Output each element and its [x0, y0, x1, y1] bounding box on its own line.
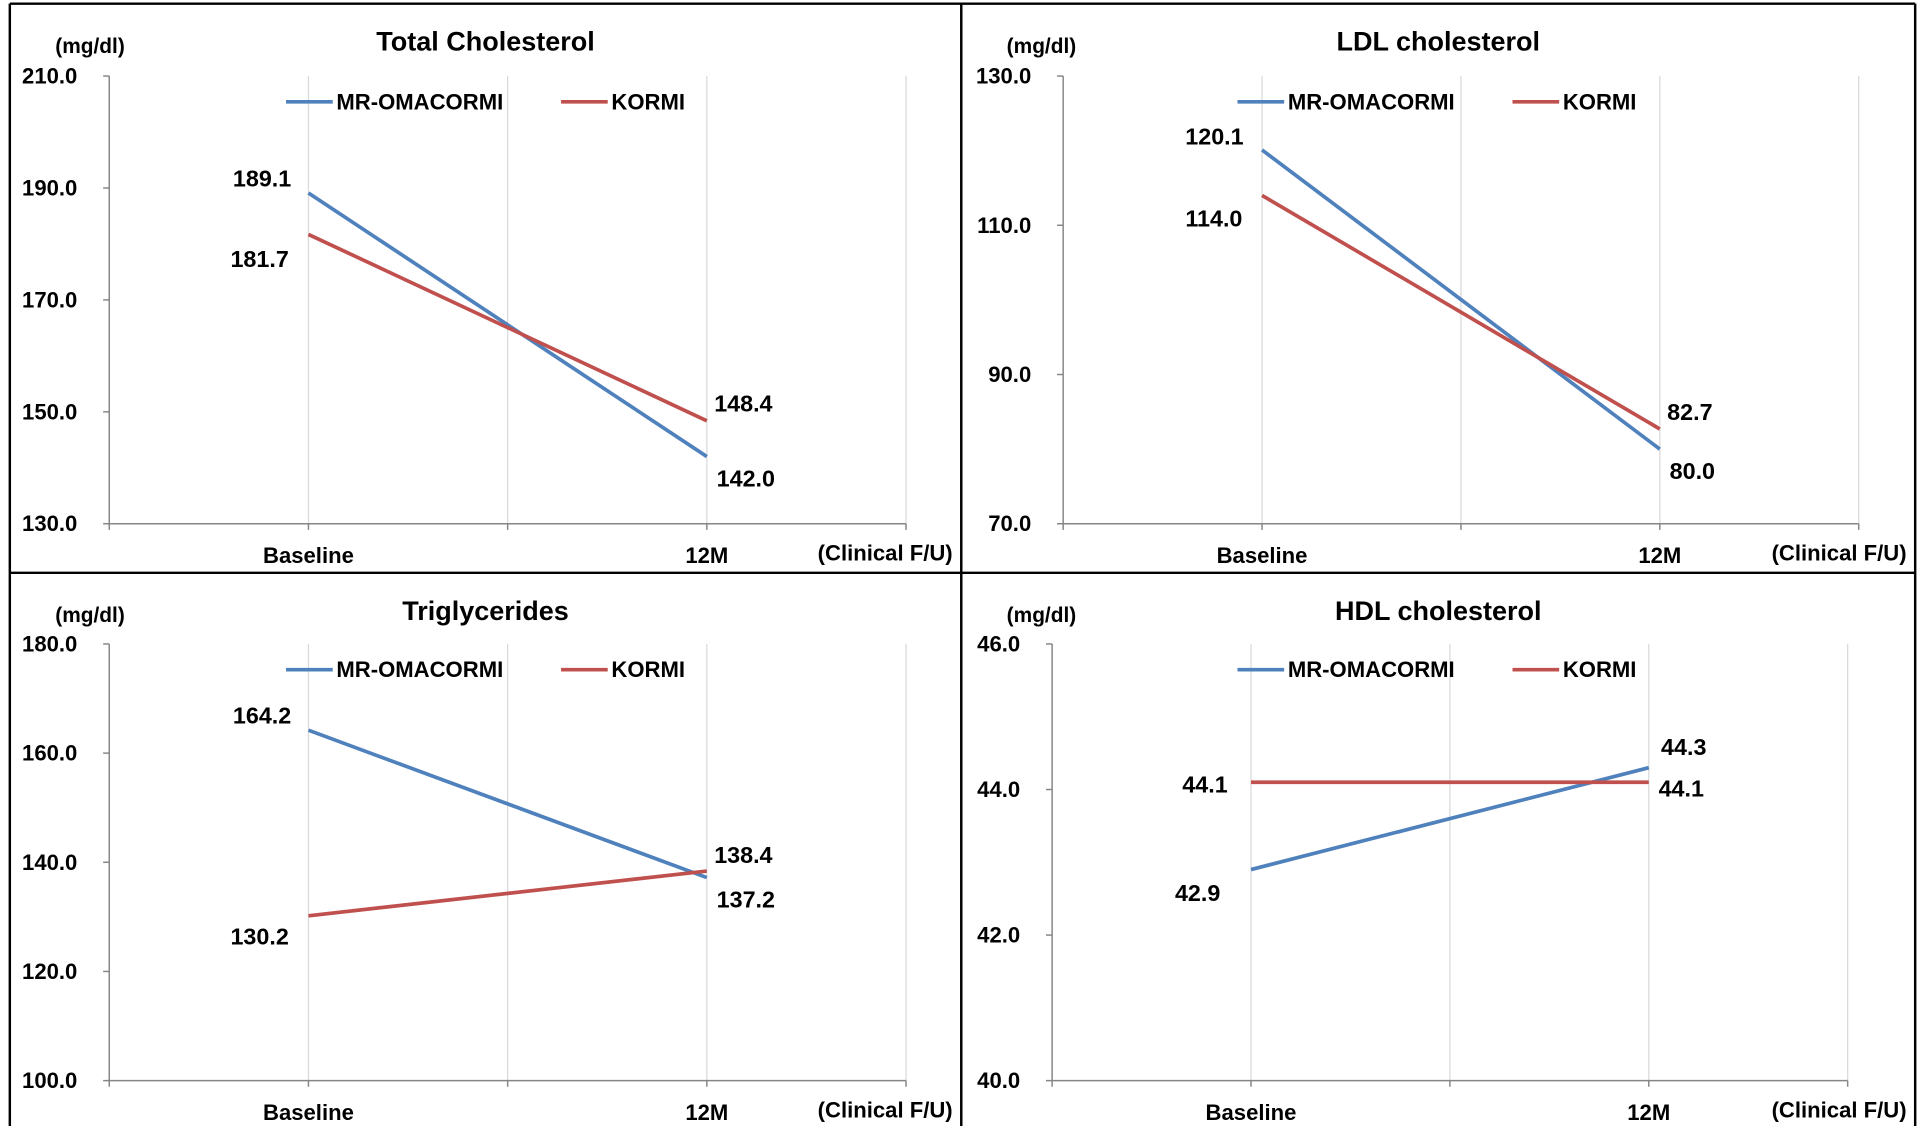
data-label-mr-omacormi: 137.2 — [717, 887, 775, 913]
y-tick-label: 140.0 — [22, 850, 77, 875]
y-tick-label: 120.0 — [22, 959, 77, 984]
y-tick-label: 210.0 — [22, 64, 77, 89]
y-tick-label: 70.0 — [988, 511, 1031, 536]
data-label-mr-omacormi: 189.1 — [233, 165, 291, 191]
data-label-kormi: 181.7 — [230, 246, 288, 272]
series-line-kormi — [307, 232, 708, 423]
legend-label-mr-omacormi: MR-OMACORMI — [336, 657, 503, 682]
chart-ldl-cholesterol: 130.0 110.0 90.0 70.0 LDL cholesterol (mg/dl)… — [976, 27, 1907, 568]
legend-label-kormi: KORMI — [1563, 89, 1637, 114]
series-line-kormi — [308, 869, 708, 918]
panel-borders — [8, 2, 1917, 1126]
y-axis-unit-label: (mg/dl) — [55, 604, 125, 627]
data-label-mr-omacormi: 164.2 — [233, 702, 291, 728]
data-label-kormi: 138.4 — [714, 842, 772, 868]
legend-label-mr-omacormi: MR-OMACORMI — [336, 89, 503, 114]
y-axis-unit-label: (mg/dl) — [1007, 35, 1077, 58]
chart-title: Total Cholesterol — [376, 27, 595, 57]
y-tick-label: 100.0 — [22, 1068, 77, 1093]
chart-title: LDL cholesterol — [1336, 27, 1540, 57]
y-tick-label: 170.0 — [22, 287, 77, 312]
y-axis-unit-label: (mg/dl) — [55, 35, 125, 58]
data-label-mr-omacormi: 44.3 — [1661, 734, 1706, 760]
legend-label-mr-omacormi: MR-OMACORMI — [1288, 89, 1455, 114]
x-category-label: 12M — [685, 1100, 728, 1125]
legend-label-kormi: KORMI — [1563, 657, 1637, 682]
y-tick-label: 42.0 — [977, 923, 1020, 948]
x-axis-label: (Clinical F/U) — [1772, 541, 1907, 566]
y-tick-label: 130.0 — [976, 64, 1031, 89]
chart-total-cholesterol: 210.0 190.0 170.0 150.0 130.0 Total Cholester… — [22, 27, 953, 568]
legend-label-mr-omacormi: MR-OMACORMI — [1288, 657, 1455, 682]
data-label-mr-omacormi: 80.0 — [1670, 458, 1715, 484]
y-tick-label: 180.0 — [22, 631, 77, 656]
legend-label-kormi: KORMI — [611, 89, 685, 114]
y-tick-label: 90.0 — [988, 362, 1031, 387]
series-line-mr-omacormi — [1260, 148, 1661, 451]
data-label-mr-omacormi: 42.9 — [1175, 880, 1220, 906]
chart-hdl-cholesterol: 46.0 44.0 42.0 40.0 HDL cholesterol (mg/dl) Ba… — [977, 596, 1906, 1125]
x-axis-label: (Clinical F/U) — [818, 1098, 953, 1123]
x-category-label: Baseline — [1206, 1100, 1297, 1125]
data-label-kormi: 148.4 — [714, 391, 772, 417]
x-category-label: 12M — [685, 543, 728, 568]
data-label-kormi: 130.2 — [230, 924, 288, 950]
x-axis-label: (Clinical F/U) — [818, 541, 953, 566]
y-tick-label: 110.0 — [977, 213, 1031, 238]
y-tick-label: 150.0 — [22, 399, 77, 424]
x-category-label: 12M — [1638, 543, 1681, 568]
y-axis-unit-label: (mg/dl) — [1007, 604, 1077, 627]
series-line-mr-omacormi — [307, 728, 708, 880]
x-axis-label: (Clinical F/U) — [1772, 1098, 1907, 1123]
x-category-label: 12M — [1627, 1100, 1670, 1125]
y-tick-label: 46.0 — [977, 631, 1020, 656]
y-tick-label: 130.0 — [22, 511, 77, 536]
y-tick-label: 160.0 — [22, 741, 77, 766]
legend-label-kormi: KORMI — [611, 657, 685, 682]
y-tick-label: 44.0 — [977, 777, 1020, 802]
chart-title: HDL cholesterol — [1335, 596, 1542, 626]
series-line-mr-omacormi — [307, 191, 708, 459]
x-category-label: Baseline — [263, 543, 354, 568]
chart-triglycerides: 180.0 160.0 140.0 120.0 100.0 Triglycerides (m… — [22, 596, 953, 1125]
series-line-mr-omacormi — [1250, 765, 1650, 872]
chart-title: Triglycerides — [402, 596, 569, 626]
data-label-kormi: 44.1 — [1659, 775, 1704, 801]
x-category-label: Baseline — [263, 1100, 354, 1125]
data-label-kormi: 82.7 — [1667, 399, 1712, 425]
data-label-kormi: 44.1 — [1182, 772, 1227, 798]
data-label-kormi: 114.0 — [1185, 206, 1242, 232]
series-line-kormi — [1261, 193, 1661, 431]
y-tick-label: 190.0 — [22, 175, 77, 200]
x-category-label: Baseline — [1217, 543, 1308, 568]
data-label-mr-omacormi: 142.0 — [717, 466, 775, 492]
y-tick-label: 40.0 — [977, 1068, 1020, 1093]
data-label-mr-omacormi: 120.1 — [1185, 123, 1243, 149]
